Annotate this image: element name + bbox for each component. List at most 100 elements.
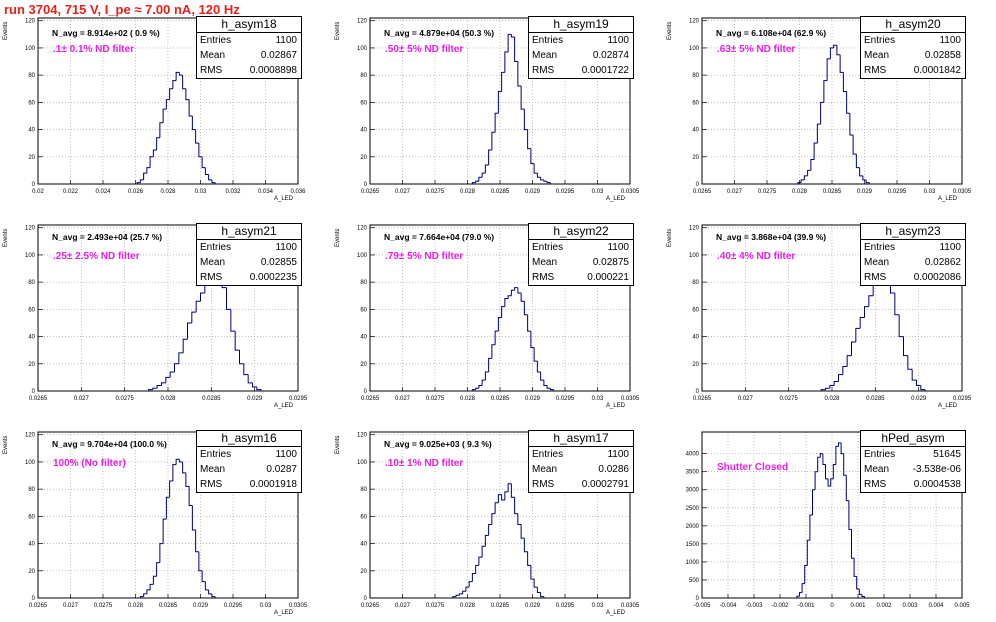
stats-key: Mean [200,50,226,61]
histogram-bin [510,34,515,38]
x-tick-label: 0.0285 [491,189,510,195]
histogram-bin [156,385,162,389]
histogram-bin [475,564,479,574]
histogram-bin [488,357,492,372]
stats-box: h_asym19 Entries 1100 Mean 0.02874 RMS 0.00017… [528,16,634,79]
histogram-bin [801,583,805,593]
stats-key: Entries [864,242,896,253]
stats-value: 51645 [933,449,961,460]
x-tick-label: 0.0265 [29,396,48,402]
histogram-bin [523,301,528,316]
histogram-bin [835,445,839,465]
histogram-bin [149,156,154,168]
plot-frame [369,17,631,185]
y-tick-label: 20 [360,569,367,575]
histogram-bin [817,456,821,472]
stats-key: Entries [200,449,232,460]
x-tick-label: 0.03 [260,603,272,609]
histogram-bin [178,72,183,76]
y-tick-label: 40 [360,335,367,341]
stats-row-rms: RMS 0.0001842 [861,63,965,78]
histogram-bin [849,113,854,136]
y-axis-label: Events [335,435,341,454]
y-tick-label: 40 [28,128,35,134]
histogram-bin [497,494,502,503]
histogram-bin [829,47,834,59]
histogram-bin [201,156,206,169]
y-tick-label: 500 [689,578,700,584]
x-tick-label: 0.029 [193,603,209,609]
y-tick-label: 2500 [686,506,700,512]
histogram-bin [455,594,460,597]
histogram-bin [865,179,870,184]
histogram-bin [530,565,535,580]
histogram-bin [162,108,167,123]
y-tick-label: 80 [360,280,367,286]
stats-value: 0.0001842 [913,65,961,76]
histogram-bin [911,369,917,381]
histogram-bin [252,382,257,388]
histogram-bin [484,534,489,547]
histogram-bin [907,355,913,370]
histogram-bin [478,385,483,389]
histogram-bin [491,344,496,359]
y-tick-label: 120 [357,19,368,25]
histogram-bin [527,129,531,150]
x-tick-label: 0.0275 [426,396,445,402]
x-tick-label: 0.027 [395,189,411,195]
histogram-bin [204,167,209,175]
stats-key: Entries [200,35,232,46]
histogram-bin [826,58,831,81]
histogram-bin [807,169,811,176]
x-tick-label: 0.0305 [289,603,308,609]
histogram-bin [484,164,489,174]
x-tick-label: 0.029 [857,189,873,195]
x-tick-label: 0.002 [876,603,892,609]
stats-key: RMS [200,272,223,283]
histogram-bin [514,37,518,63]
histogram-bin [804,565,808,584]
stats-box: h_asym23 Entries 1100 Mean 0.02862 RMS 0.00020… [860,223,966,286]
histogram-bin [859,167,863,177]
stats-value: 0.0287 [266,464,297,475]
histogram-bin [855,327,861,343]
histogram-bin [195,529,199,553]
x-tick-label: 0.0285 [491,603,510,609]
stats-row-mean: Mean 0.0286 [529,462,633,477]
histogram-bin [543,380,548,387]
stats-key: Mean [532,257,558,268]
x-tick-label: 0.0275 [758,189,777,195]
n-avg-annotation: N_avg = 8.914e+02 ( 0.9 %) [52,28,160,38]
x-tick-label: 0.022 [63,189,79,195]
histogram-bin [175,458,180,465]
stats-row-rms: RMS 0.0001722 [529,63,633,78]
histogram-panel-h_asym18: 0.02 0.022 0.024 0.026 0.028 0.03 0.032 0.034 0.… [0,0,332,207]
x-tick-label: 0.0275 [426,189,445,195]
histogram-bin [174,363,179,372]
stats-row-mean: Mean 0.02874 [529,48,633,63]
stats-key: Mean [532,50,558,61]
histogram-panel-hPed_asym: -0.005 -0.004 -0.003 -0.002 -0.001 0 0.001 0.00… [664,414,996,621]
x-tick-label: 0.032 [225,189,241,195]
histogram-bin [861,594,865,598]
histogram-bin [540,371,544,381]
y-tick-label: 80 [28,487,35,493]
stats-row-mean: Mean 0.02875 [529,255,633,270]
histogram-name: h_asym23 [861,224,965,240]
histogram-bin [840,442,844,455]
y-tick-label: 40 [692,128,699,134]
histogram-bin [481,379,486,386]
histogram-bin [825,464,829,480]
histogram-bin [504,297,509,307]
histogram-bin [208,589,212,595]
y-tick-label: 60 [692,307,699,313]
y-tick-label: 120 [25,226,36,232]
plot-frame [701,224,963,392]
x-tick-label: 0.02 [32,189,44,195]
histogram-bin [185,472,190,487]
x-tick-label: 0.027 [63,603,79,609]
histogram-bin [491,513,496,525]
histogram-bin [156,562,160,577]
y-tick-label: 20 [692,155,699,161]
histogram-bin [161,382,166,386]
